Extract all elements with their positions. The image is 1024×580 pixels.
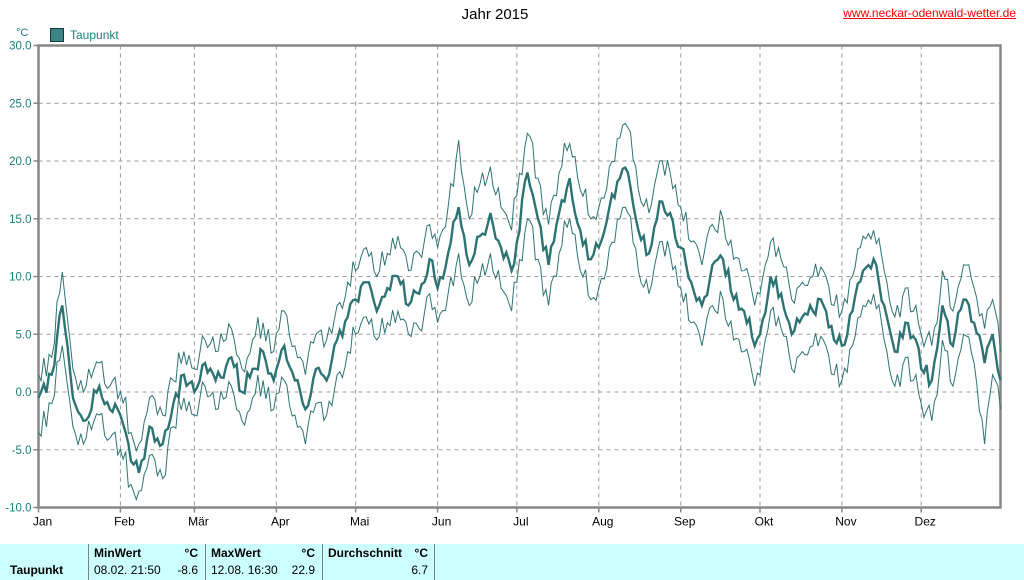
y-tick-label: 5.0 [16, 329, 32, 341]
table-divider [434, 544, 435, 580]
x-month-label: Aug [592, 515, 613, 529]
max-header: MaxWert °C [211, 546, 315, 561]
min-header: MinWert °C [94, 546, 198, 561]
avg-title: Durchschnitt [328, 546, 403, 560]
max-time: 12.08. 16:30 [211, 563, 278, 577]
max-unit: °C [301, 546, 315, 560]
legend-swatch-icon [50, 28, 64, 42]
series-taupunkt-min [38, 206, 1001, 502]
x-month-label: Mai [350, 515, 369, 529]
y-tick-label: 25.0 [9, 98, 31, 110]
dew-point-chart: -10.0 -5.0 0.0 5.0 10.0 15.0 20.0 25.0 30.0 Jan Fe… [5, 41, 1002, 529]
avg-header: Durchschnitt °C [328, 546, 428, 561]
legend-label: Taupunkt [70, 28, 119, 42]
plot-border [37, 44, 1002, 509]
y-tick-label: 15.0 [9, 214, 31, 226]
avg-value: 6.7 [411, 563, 428, 577]
x-month-label: Jun [432, 515, 451, 529]
series-taupunkt-mean [37, 165, 1002, 474]
table-divider [88, 544, 89, 580]
table-row-label: Taupunkt [10, 563, 64, 577]
y-tick-label: -10.0 [5, 503, 31, 515]
website-link[interactable]: www.neckar-odenwald-wetter.de [843, 6, 1016, 20]
max-values: 12.08. 16:30 22.9 [211, 563, 315, 578]
x-month-label: Sep [674, 515, 696, 529]
max-title: MaxWert [211, 546, 261, 560]
y-tick-label: 30.0 [9, 41, 31, 53]
y-axis-unit-label: °C [16, 27, 29, 39]
max-value: 22.9 [291, 563, 315, 577]
table-divider [322, 544, 323, 580]
x-month-label: Dez [915, 515, 936, 529]
min-unit: °C [184, 546, 198, 560]
chart-legend: Taupunkt [50, 28, 119, 42]
x-month-label: Okt [755, 515, 774, 529]
y-tick-label: 20.0 [9, 156, 31, 168]
series-taupunkt-max [38, 122, 1001, 453]
stats-table: Taupunkt MinWert °C 08.02. 21:50 -8.6 Ma… [0, 544, 1024, 580]
table-divider [205, 544, 206, 580]
min-value: -8.6 [177, 563, 198, 577]
x-month-label: Apr [271, 515, 290, 529]
y-tick-label: 10.0 [9, 272, 31, 284]
min-time: 08.02. 21:50 [94, 563, 161, 577]
x-month-label: Nov [835, 515, 856, 529]
x-month-label: Jan [33, 515, 52, 529]
min-title: MinWert [94, 546, 142, 560]
avg-unit: °C [414, 546, 428, 560]
page-title: Jahr 2015 [461, 6, 529, 23]
y-tick-label: 0.0 [16, 387, 32, 399]
min-values: 08.02. 21:50 -8.6 [94, 563, 198, 578]
y-tick-label: -5.0 [12, 445, 32, 457]
x-month-label: Feb [114, 515, 135, 529]
x-month-label: Jul [513, 515, 528, 529]
x-month-label: Mär [188, 515, 209, 529]
